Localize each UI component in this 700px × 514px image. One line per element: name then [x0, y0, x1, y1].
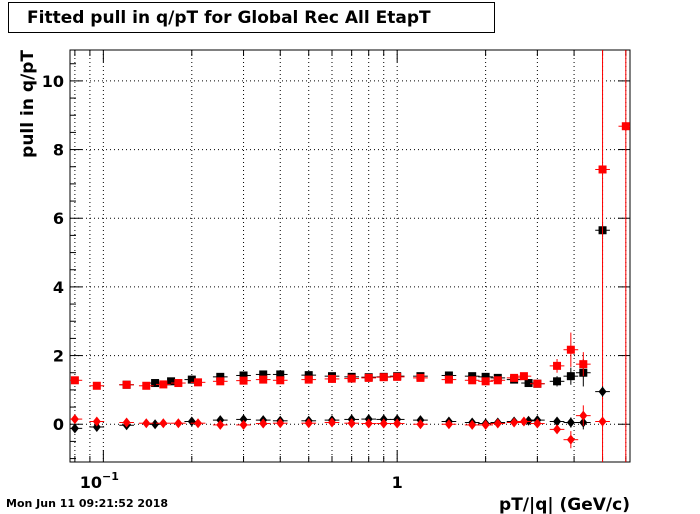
chart-title: Fitted pull in q/pT for Global Rec All E… [27, 8, 431, 28]
data-point-square [239, 371, 248, 380]
data-point-square [553, 377, 562, 386]
data-point-square [519, 372, 528, 381]
y-tick-label: 2 [53, 347, 64, 366]
timestamp: Mon Jun 11 09:21:52 2018 [6, 497, 169, 510]
data-point-square [216, 372, 225, 381]
y-tick-label: 8 [53, 141, 64, 160]
data-point-square [566, 345, 575, 354]
data-point-diamond [566, 434, 575, 445]
chart-title-box: Fitted pull in q/pT for Global Rec All E… [8, 2, 495, 33]
data-point-diamond [510, 417, 519, 428]
data-point-diamond [92, 421, 101, 432]
data-point-diamond [416, 419, 425, 430]
data-point-square [444, 371, 453, 380]
data-point-diamond [566, 417, 575, 428]
data-point-square [444, 375, 453, 384]
data-point-diamond [304, 418, 313, 429]
y-tick-label: 4 [53, 278, 64, 297]
data-point-square [276, 376, 285, 385]
data-point-square [393, 372, 402, 381]
data-point-diamond [276, 418, 285, 429]
data-point-square [216, 377, 225, 386]
plot-frame [69, 49, 631, 463]
data-point-diamond [519, 416, 528, 427]
x-tick-label: 1 [392, 473, 403, 492]
data-point-square [167, 377, 176, 386]
data-point-diamond [481, 419, 490, 430]
data-point-diamond [174, 418, 183, 429]
data-point-diamond [70, 423, 79, 434]
data-point-square [598, 165, 607, 174]
data-point-square [259, 370, 268, 379]
data-point-square [364, 373, 373, 382]
data-point-square [481, 377, 490, 386]
data-point-diamond [598, 386, 607, 397]
data-point-diamond [468, 419, 477, 430]
data-point-square [621, 122, 630, 131]
data-point-diamond [259, 418, 268, 429]
data-point-square [327, 374, 336, 383]
x-tick-label: 10−1 [80, 470, 119, 492]
data-point-square [566, 372, 575, 381]
data-point-square [187, 375, 196, 384]
data-point-diamond [553, 416, 562, 427]
data-point-square [304, 371, 313, 380]
data-point-square [347, 374, 356, 383]
data-point-diamond [92, 416, 101, 427]
data-point-diamond [187, 416, 196, 427]
data-point-square [468, 372, 477, 381]
data-point-diamond [151, 419, 160, 430]
data-point-square [276, 370, 285, 379]
data-point-diamond [142, 418, 151, 429]
data-point-diamond [393, 418, 402, 429]
data-point-square [304, 375, 313, 384]
x-axis-title: pT/|q| (GeV/c) [499, 495, 630, 514]
y-tick-label: 6 [53, 209, 64, 228]
data-point-square [142, 381, 151, 390]
data-point-square [524, 379, 533, 388]
data-point-diamond [598, 416, 607, 427]
data-point-square [533, 379, 542, 388]
data-point-square [379, 373, 388, 382]
data-point-diamond [379, 418, 388, 429]
data-point-square [70, 376, 79, 385]
data-point-square [151, 379, 160, 388]
y-tick-label: 10 [42, 72, 64, 91]
data-point-square [259, 375, 268, 384]
data-point-diamond [444, 419, 453, 430]
data-point-diamond [364, 418, 373, 429]
data-point-square [92, 381, 101, 390]
y-tick-label: 0 [53, 415, 64, 434]
data-point-diamond [194, 418, 203, 429]
data-point-square [468, 376, 477, 385]
data-point-diamond [159, 418, 168, 429]
data-point-square [553, 361, 562, 370]
data-point-diamond [122, 417, 131, 428]
data-point-square [481, 372, 490, 381]
data-point-diamond [327, 417, 336, 428]
data-point-diamond [493, 418, 502, 429]
data-point-diamond [70, 414, 79, 425]
data-point-diamond [553, 424, 562, 435]
data-point-diamond [239, 414, 248, 425]
data-point-diamond [216, 419, 225, 430]
data-point-diamond [579, 410, 588, 421]
data-point-square [159, 380, 168, 389]
data-point-square [194, 378, 203, 387]
data-point-square [510, 373, 519, 382]
data-point-square [579, 360, 588, 369]
data-point-square [416, 373, 425, 382]
data-point-diamond [239, 419, 248, 430]
data-point-square [122, 380, 131, 389]
data-point-diamond [347, 418, 356, 429]
data-point-square [239, 376, 248, 385]
data-point-diamond [533, 418, 542, 429]
data-point-square [493, 376, 502, 385]
data-point-square [174, 379, 183, 388]
y-axis-title: pull in q/pT [18, 50, 38, 158]
